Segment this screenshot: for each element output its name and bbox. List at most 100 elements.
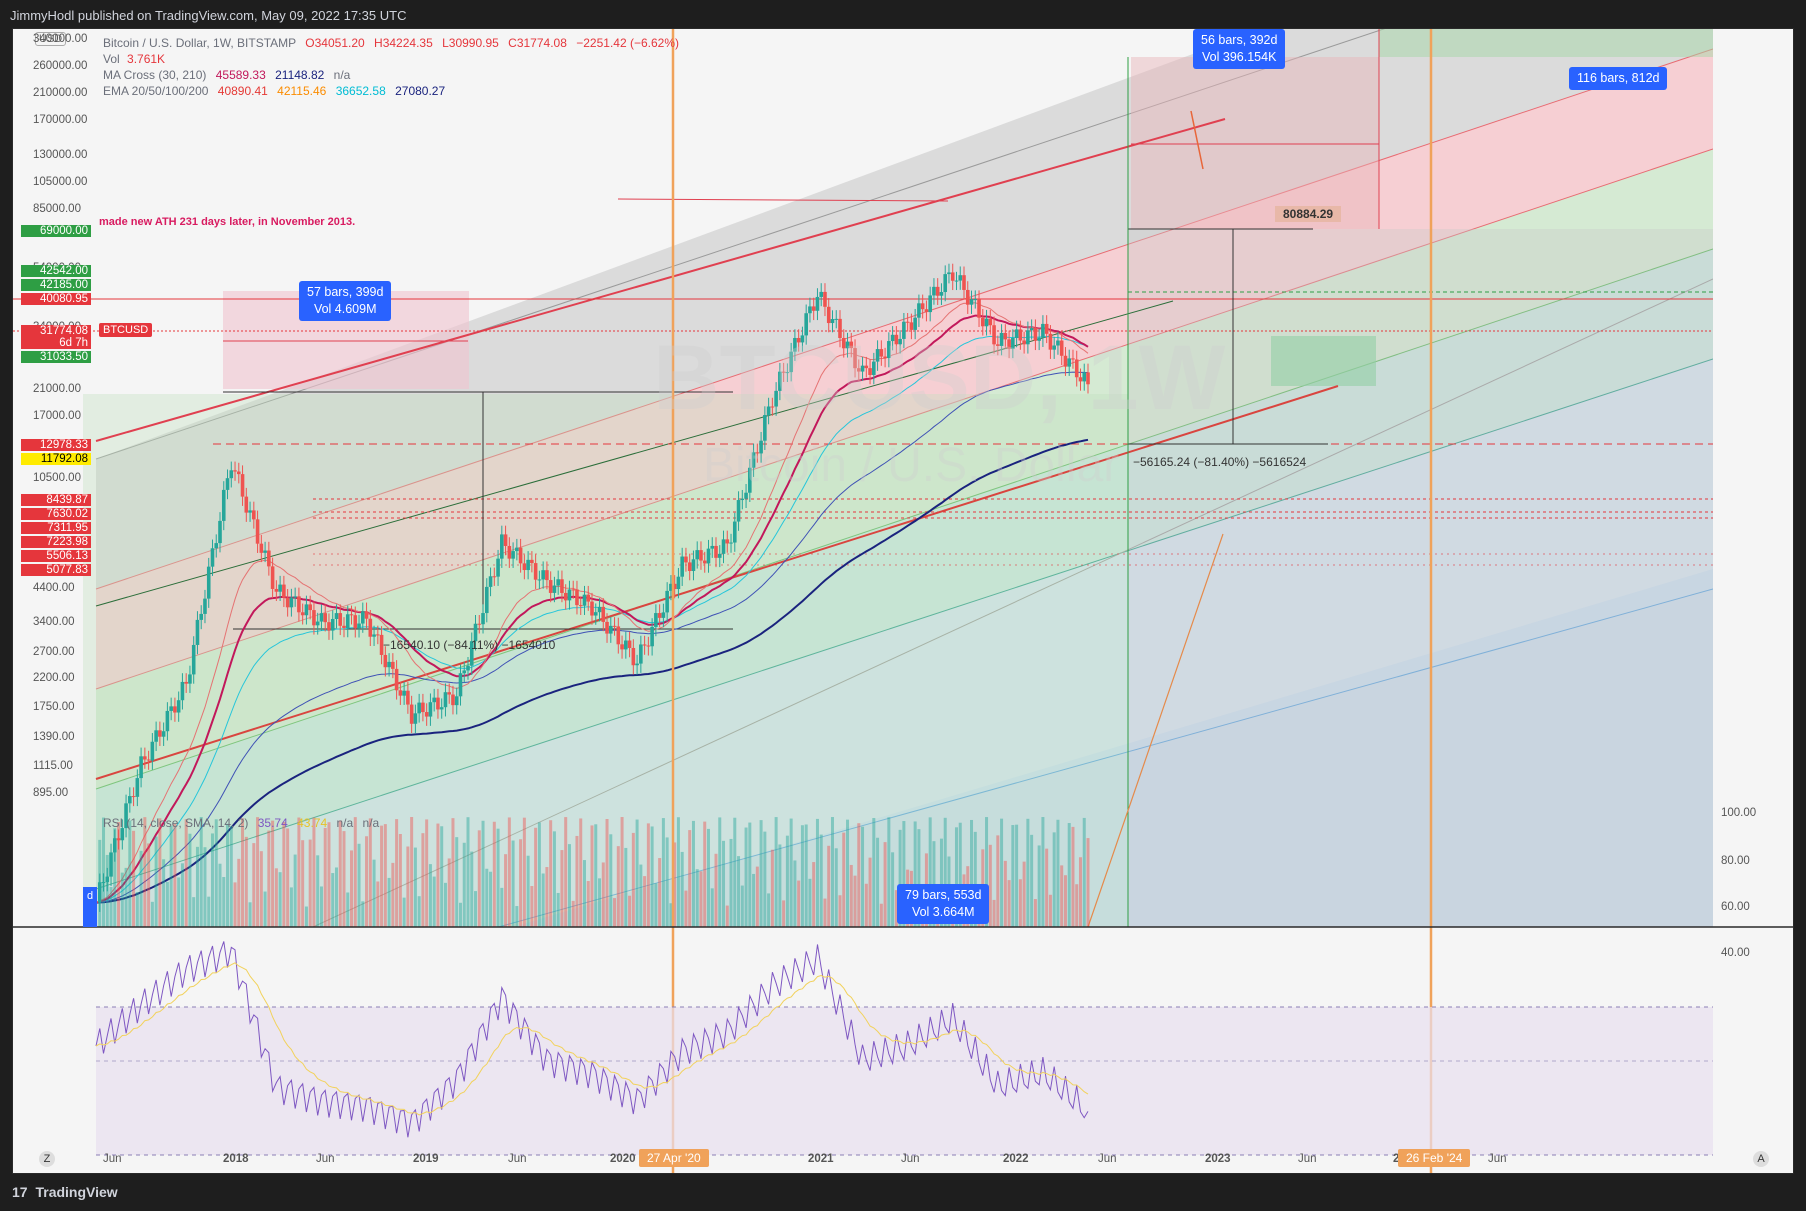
candle-body: [815, 296, 820, 311]
volume-bar: [939, 838, 943, 927]
candle-body: [729, 542, 733, 544]
rsi-pane: [95, 941, 1713, 1156]
candle-body: [1026, 330, 1030, 345]
candle-body: [421, 702, 425, 713]
volume-bar: [605, 819, 609, 927]
candle-body: [860, 365, 865, 372]
volume-bar: [402, 897, 406, 927]
rsi-v3: n/a: [336, 816, 354, 830]
volume-bar: [447, 858, 451, 927]
candle-body: [567, 589, 572, 601]
volume-bar: [710, 888, 714, 927]
candle-body: [774, 390, 778, 407]
candle-body: [1086, 372, 1090, 385]
candle-body: [146, 759, 151, 761]
chart-svg[interactable]: BTCUSD, 1W Bitcoin / U.S. Dollar made ne…: [13, 29, 1794, 1174]
candle-body: [996, 344, 1000, 347]
volume-bar: [143, 817, 147, 927]
volume-bar: [928, 817, 932, 927]
time-axis-label: 2018: [223, 1153, 249, 1165]
candle-body: [394, 668, 399, 691]
candle-body: [124, 803, 128, 829]
volume-bar: [564, 817, 568, 927]
candle-body: [590, 601, 594, 616]
volume-bar: [838, 895, 842, 927]
volume-bar: [996, 835, 1000, 927]
candle-body: [627, 640, 632, 648]
volume-bar: [301, 840, 305, 927]
volume-bar: [1007, 880, 1011, 927]
volume-bar: [451, 818, 455, 927]
volume-bar: [316, 855, 320, 927]
volume-bar: [466, 817, 470, 927]
volume-bar: [102, 817, 106, 927]
volume-bar: [117, 822, 121, 927]
volume-bar: [383, 824, 387, 927]
volume-bar: [985, 817, 989, 927]
candle-body: [545, 570, 549, 581]
volume-bar: [1022, 861, 1026, 927]
price-tag: 7311.95: [21, 522, 91, 534]
volume-bar: [436, 823, 440, 927]
legend-change: −2251.42 (−6.62%): [576, 36, 679, 50]
time-marker-1: 27 Apr '20: [639, 1149, 709, 1167]
price-axis-label: 170000.00: [33, 114, 88, 126]
volume-bar: [560, 850, 564, 927]
price-axis-label: 210000.00: [33, 87, 88, 99]
candle-body: [349, 614, 354, 616]
volume-bar: [737, 856, 741, 927]
volume-bar: [395, 819, 399, 927]
rsi-axis-label: 100.00: [1721, 807, 1757, 819]
volume-bar: [282, 821, 286, 927]
volume-bar: [113, 828, 117, 927]
arrow-orange: [1087, 533, 1224, 927]
volume-bar: [643, 876, 647, 927]
volume-bar: [868, 857, 872, 927]
volume-bar: [988, 844, 992, 927]
volume-bar: [970, 819, 974, 927]
price-tag: 5506.13: [21, 550, 91, 562]
time-axis-label: Jun: [316, 1153, 335, 1165]
left-badge: d: [83, 887, 98, 927]
volume-bar: [504, 854, 508, 927]
currency-badge[interactable]: USD: [35, 32, 67, 46]
candle-body: [582, 594, 587, 606]
legend-ma-label: MA Cross (30, 210): [103, 68, 207, 82]
candle-body: [176, 700, 181, 713]
candle-body: [1082, 372, 1087, 382]
candle-body: [413, 713, 418, 724]
time-axis-label: Jun: [103, 1153, 122, 1165]
candle-body: [856, 368, 861, 372]
candle-body: [210, 548, 215, 567]
time-axis-label: Jun: [1098, 1153, 1117, 1165]
volume-bar: [244, 836, 248, 927]
candle-body: [105, 876, 110, 883]
candle-body: [372, 634, 376, 637]
candle-body: [259, 543, 264, 553]
volume-bar: [628, 895, 632, 927]
volume-bar: [109, 886, 113, 927]
candle-body: [391, 661, 395, 669]
candle-body: [466, 665, 470, 671]
candle-body: [575, 589, 579, 606]
auto-scale-button[interactable]: A: [1753, 1151, 1769, 1167]
candle-body: [702, 560, 707, 564]
chart-frame[interactable]: BTCUSD, 1W Bitcoin / U.S. Dollar made ne…: [12, 28, 1794, 1174]
candle-body: [282, 584, 286, 598]
volume-bar: [722, 840, 726, 927]
candle-body: [770, 406, 775, 408]
volume-bar: [526, 855, 530, 927]
volume-bar: [485, 868, 489, 927]
candle-body: [841, 337, 846, 349]
price-axis-label: 1750.00: [33, 701, 75, 713]
price-tag: 8439.87: [21, 494, 91, 506]
zoom-reset-button[interactable]: Z: [39, 1151, 55, 1167]
candle-body: [526, 559, 530, 571]
pink-top-zone: [1131, 57, 1379, 229]
candle-body: [274, 588, 279, 592]
tradingview-logo-icon: 17: [12, 1184, 28, 1200]
candle-body: [894, 334, 899, 345]
bars-box-2-vol: Vol 396.154K: [1202, 50, 1277, 64]
candle-body: [902, 321, 906, 339]
volume-bar: [729, 838, 733, 927]
